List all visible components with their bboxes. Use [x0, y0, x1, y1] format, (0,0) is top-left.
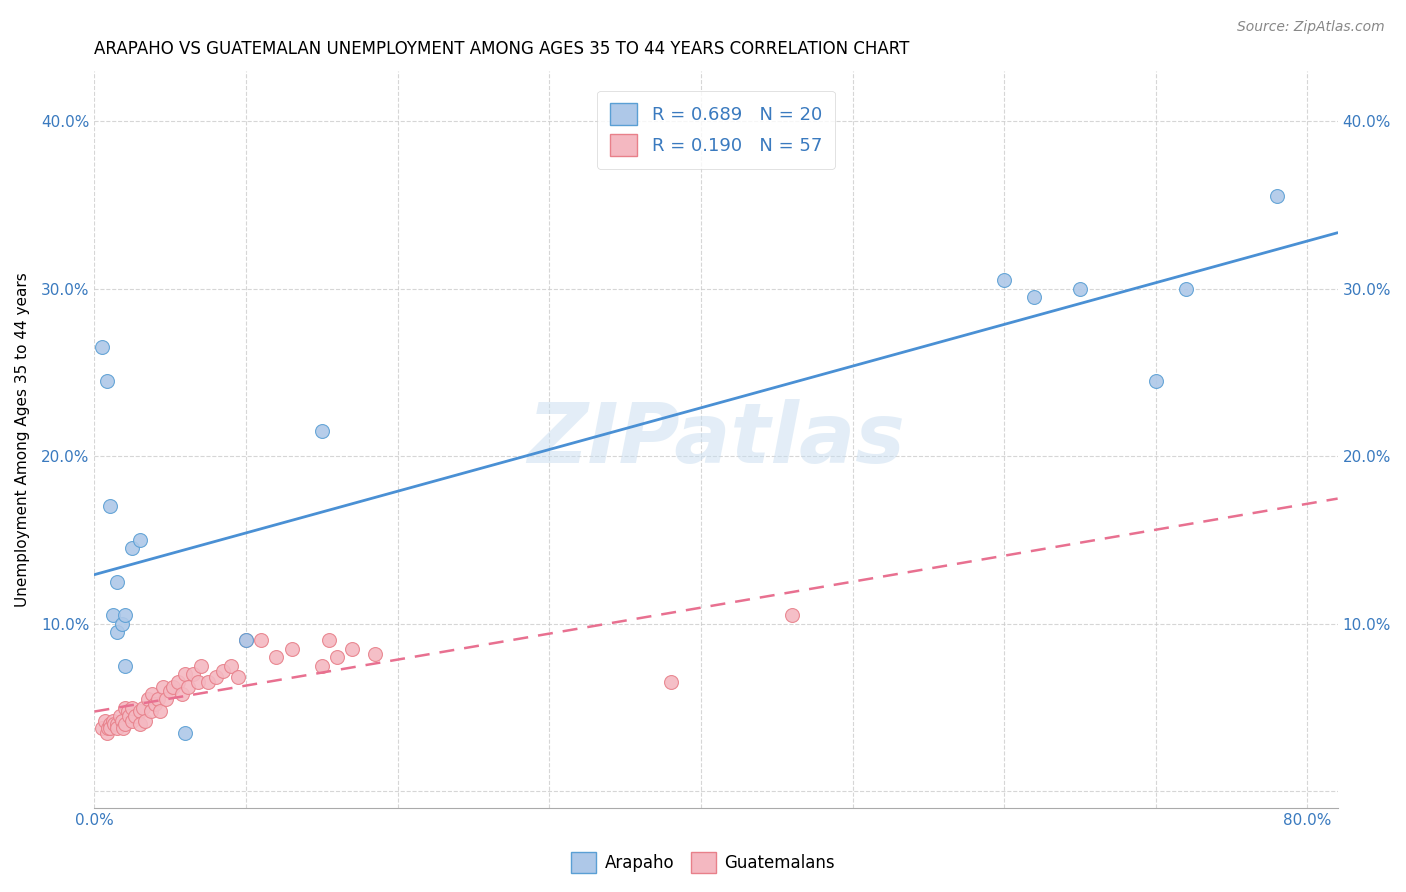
Point	[136, 692, 159, 706]
Y-axis label: Unemployment Among Ages 35 to 44 years: Unemployment Among Ages 35 to 44 years	[15, 272, 30, 607]
Point	[197, 675, 219, 690]
Point	[174, 667, 197, 681]
Point	[280, 641, 302, 656]
Point	[98, 500, 121, 514]
Point	[190, 658, 212, 673]
Point	[166, 675, 188, 690]
Point	[101, 714, 124, 728]
Point	[318, 633, 340, 648]
Point	[111, 616, 134, 631]
Point	[98, 717, 121, 731]
Point	[91, 340, 114, 354]
Point	[129, 704, 152, 718]
Point	[110, 709, 132, 723]
Text: Source: ZipAtlas.com: Source: ZipAtlas.com	[1237, 20, 1385, 34]
Point	[162, 681, 184, 695]
Point	[111, 714, 134, 728]
Point	[132, 700, 155, 714]
Point	[103, 717, 125, 731]
Point	[124, 709, 146, 723]
Text: ARAPAHO VS GUATEMALAN UNEMPLOYMENT AMONG AGES 35 TO 44 YEARS CORRELATION CHART: ARAPAHO VS GUATEMALAN UNEMPLOYMENT AMONG…	[94, 40, 910, 58]
Legend: R = 0.689   N = 20, R = 0.190   N = 57: R = 0.689 N = 20, R = 0.190 N = 57	[598, 91, 835, 169]
Point	[1265, 189, 1288, 203]
Point	[159, 683, 181, 698]
Point	[340, 641, 363, 656]
Point	[117, 704, 139, 718]
Point	[1024, 290, 1046, 304]
Point	[96, 725, 118, 739]
Point	[98, 721, 121, 735]
Point	[129, 717, 152, 731]
Point	[97, 721, 120, 735]
Point	[155, 692, 177, 706]
Point	[114, 608, 136, 623]
Point	[134, 714, 156, 728]
Point	[141, 687, 163, 701]
Point	[146, 692, 169, 706]
Point	[172, 687, 194, 701]
Point	[235, 633, 257, 648]
Point	[121, 714, 143, 728]
Point	[139, 704, 162, 718]
Point	[1069, 281, 1091, 295]
Point	[1144, 374, 1167, 388]
Point	[121, 541, 143, 556]
Point	[91, 721, 114, 735]
Point	[326, 650, 349, 665]
Point	[212, 664, 235, 678]
Point	[105, 717, 128, 731]
Point	[114, 658, 136, 673]
Point	[114, 700, 136, 714]
Point	[112, 721, 135, 735]
Point	[311, 424, 333, 438]
Point	[364, 647, 387, 661]
Point	[105, 721, 128, 735]
Point	[143, 697, 166, 711]
Point	[219, 658, 242, 673]
Point	[1175, 281, 1198, 295]
Point	[659, 675, 682, 690]
Point	[311, 658, 333, 673]
Point	[250, 633, 273, 648]
Point	[121, 700, 143, 714]
Point	[187, 675, 209, 690]
Point	[149, 704, 172, 718]
Text: ZIPatlas: ZIPatlas	[527, 399, 905, 480]
Point	[780, 608, 803, 623]
Point	[105, 625, 128, 640]
Point	[94, 714, 117, 728]
Legend: Arapaho, Guatemalans: Arapaho, Guatemalans	[565, 846, 841, 880]
Point	[228, 670, 250, 684]
Point	[118, 709, 141, 723]
Point	[101, 608, 124, 623]
Point	[204, 670, 226, 684]
Point	[105, 574, 128, 589]
Point	[174, 725, 197, 739]
Point	[114, 717, 136, 731]
Point	[993, 273, 1015, 287]
Point	[266, 650, 288, 665]
Point	[152, 681, 174, 695]
Point	[96, 374, 118, 388]
Point	[129, 533, 152, 547]
Point	[177, 681, 200, 695]
Point	[235, 633, 257, 648]
Point	[181, 667, 204, 681]
